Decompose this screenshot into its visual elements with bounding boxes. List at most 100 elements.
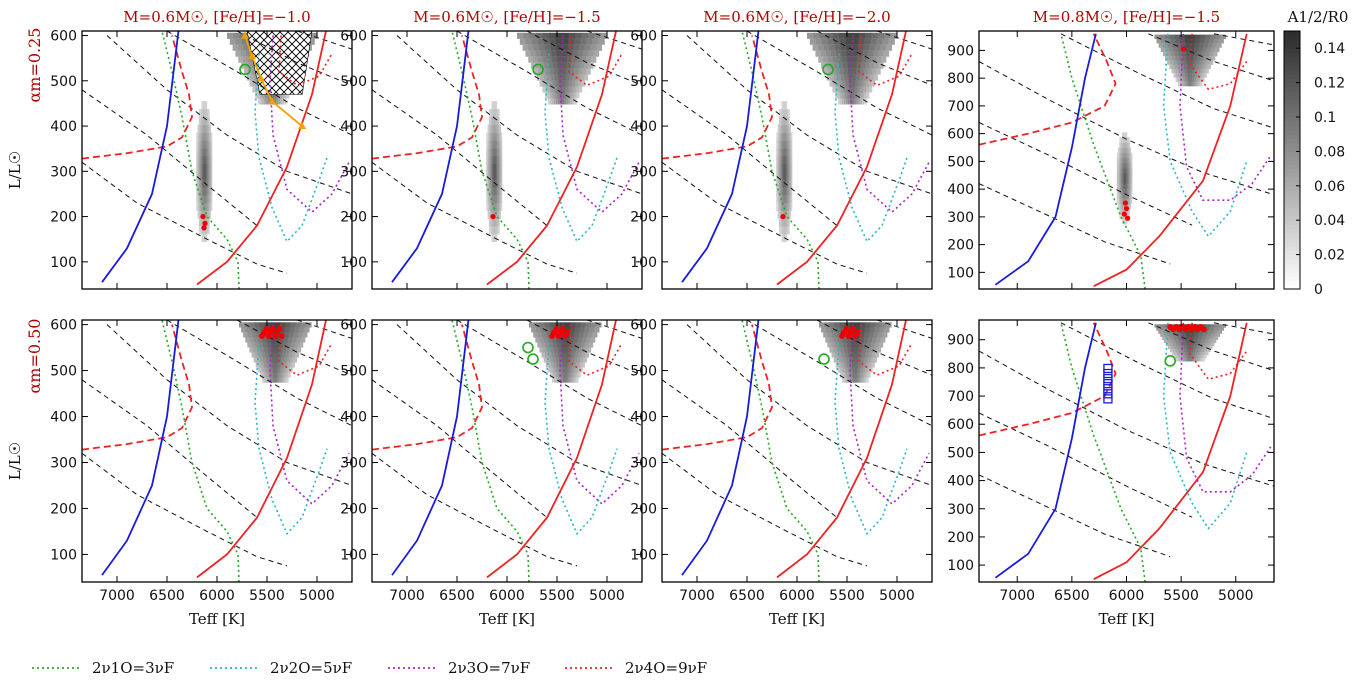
amplitude-cell [278,98,281,105]
amplitude-cell [202,179,205,188]
amplitude-cell [556,362,561,368]
amplitude-cell [782,202,785,211]
amplitude-cell [786,171,789,180]
amplitude-cell [865,322,872,328]
amplitude-cell [1128,193,1130,199]
amplitude-cell [1193,339,1198,344]
amplitude-cell [539,62,545,69]
amplitude-cell [204,101,206,110]
amplitude-cell [567,362,572,368]
amplitude-cell [832,86,836,93]
amplitude-cell [243,68,249,75]
amplitude-cell [1125,188,1128,194]
amplitude-cell [1212,339,1217,344]
amplitude-cell [205,233,208,243]
colorbar-cell [1284,246,1300,251]
amplitude-cell [281,372,285,378]
y-tick-label: 900 [947,333,974,349]
amplitude-cell [780,155,783,165]
amplitude-cell [1215,34,1221,40]
amplitude-cell [860,98,863,105]
amplitude-cell [197,179,200,188]
amplitude-cell [496,202,499,211]
red-point [1200,326,1207,333]
amplitude-cell [549,372,553,378]
amplitude-cell [592,38,599,45]
amplitude-cell [781,225,784,235]
dashed-line [746,320,932,427]
amplitude-cell [825,337,831,343]
amplitude-cell [568,352,573,358]
amplitude-cell [1206,47,1212,52]
amplitude-cell [782,108,785,118]
amplitude-cell [495,171,498,180]
amplitude-cell [1126,183,1129,189]
amplitude-cell [293,347,298,353]
amplitude-cell [495,233,498,243]
amplitude-cell [209,171,212,180]
transition-line [662,324,773,451]
y-tick-label: 800 [947,71,974,87]
amplitude-cell [570,98,573,105]
amplitude-cell [206,163,209,172]
amplitude-cell [486,194,489,204]
amplitude-cell [1123,178,1125,184]
amplitude-cell [500,132,503,141]
amplitude-cell [198,186,201,196]
amplitude-cell [491,116,494,126]
orange-triangle [241,31,249,39]
amplitude-cell [487,194,490,204]
amplitude-cell [848,80,853,87]
amplitude-cell [492,225,495,235]
amplitude-cell [884,32,892,39]
y-tick-label: 400 [50,410,77,426]
amplitude-cell [1183,64,1188,70]
amplitude-cell [1186,342,1191,347]
amplitude-cell [844,372,847,378]
amplitude-cell [205,225,208,235]
amplitude-cell [784,132,786,141]
y-tick-label: 500 [340,74,367,90]
amplitude-cell [846,98,849,105]
amplitude-cell [784,225,786,235]
amplitude-cell [494,171,496,180]
amplitude-cell [1184,351,1188,356]
amplitude-cell [201,233,204,243]
amplitude-cell [777,140,780,149]
amplitude-cell [198,140,201,149]
amplitude-cell [304,327,310,333]
amplitude-cell [587,332,593,338]
amplitude-cell [1120,213,1123,220]
amplitude-cell [567,44,574,51]
amplitude-cell [787,225,790,235]
amplitude-cell [1200,339,1206,344]
amplitude-cell [834,62,840,69]
amplitude-cell [1185,73,1189,78]
amplitude-cell [202,171,205,180]
amplitude-cell [262,367,266,373]
amplitude-cell [499,171,502,180]
amplitude-cell [781,101,784,110]
amplitude-cell [205,179,208,188]
amplitude-cell [554,372,557,378]
amplitude-cell [494,210,496,219]
amplitude-cell [1174,345,1178,350]
red-point [1122,200,1129,206]
amplitude-cell [863,337,869,343]
amplitude-cell [1178,73,1182,78]
amplitude-cell [486,147,489,157]
amplitude-cell [494,202,496,211]
resonance-curve-4o [278,35,333,87]
amplitude-cell [1178,348,1182,353]
amplitude-cell [778,218,781,227]
amplitude-cell [592,332,598,338]
amplitude-cell [204,116,206,126]
colorbar-cell [1284,65,1300,71]
amplitude-cell [1187,68,1191,74]
amplitude-cell [845,357,850,363]
y-tick-label: 100 [630,547,657,563]
amplitude-cell [885,322,892,328]
colorbar-cell [1284,185,1300,191]
amplitude-cell [838,352,843,358]
